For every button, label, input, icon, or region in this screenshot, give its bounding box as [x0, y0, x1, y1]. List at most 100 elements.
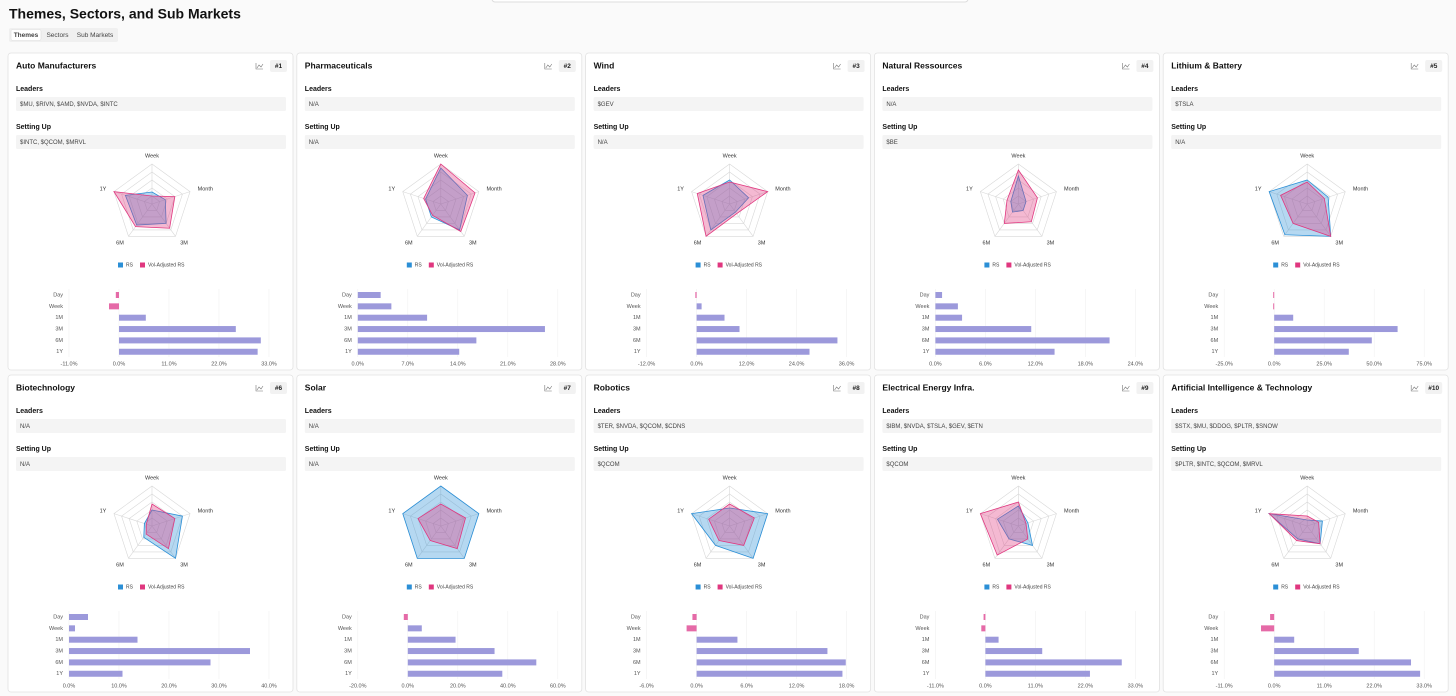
- y-tick-label: 1M: [344, 315, 352, 321]
- radar-ring: [721, 195, 738, 211]
- radar-ring: [113, 485, 191, 559]
- card-bg: [874, 374, 1160, 693]
- theme-card: Electrical Energy Infra. #9 Leaders $IBM, $…: [874, 374, 1160, 693]
- section-label: Leaders: [16, 408, 43, 415]
- x-tick-label: 22.0%: [211, 361, 227, 367]
- radar-ring: [1276, 171, 1338, 231]
- y-tick-label: Day: [631, 292, 641, 298]
- chart-icon[interactable]: [1410, 63, 1419, 70]
- x-tick-label: 22.0%: [1366, 683, 1382, 689]
- legend-label: Vol-Adjusted RS: [437, 263, 474, 269]
- x-tick-label: 0.0%: [113, 361, 126, 367]
- chart-icon[interactable]: [544, 385, 552, 392]
- legend-swatch: [118, 262, 123, 268]
- radar-spoke: [440, 191, 479, 205]
- legend-label: RS: [704, 263, 712, 269]
- bar: [115, 292, 119, 298]
- x-tick-label: 6.0%: [979, 361, 992, 367]
- tab[interactable]: Themes: [14, 32, 39, 39]
- bar: [695, 292, 697, 298]
- section-value: $GEV: [598, 102, 614, 108]
- bar: [935, 303, 958, 310]
- y-tick-label: Week: [338, 304, 352, 310]
- chart-icon[interactable]: [833, 63, 841, 70]
- card-bg: [1162, 374, 1449, 693]
- page-title: Themes, Sectors, and Sub Markets: [9, 6, 241, 22]
- radar-ring: [995, 179, 1042, 224]
- radar-spoke: [1018, 525, 1043, 559]
- radar-axis-label: 1Y: [100, 509, 107, 515]
- bar: [935, 337, 1110, 344]
- y-tick-label: Day: [342, 292, 352, 298]
- radar-ring: [425, 509, 457, 540]
- x-tick-label: 0.0%: [929, 361, 942, 367]
- rank: #9: [1141, 385, 1149, 392]
- radar-axis-label: 6M: [983, 562, 991, 568]
- x-tick-label: -20.0%: [349, 683, 367, 689]
- search-box[interactable]: [491, 0, 969, 3]
- legend-swatch: [717, 262, 723, 268]
- x-tick-label: 33.0%: [1128, 683, 1144, 689]
- section-value: $MU, $RIVN, $AMD, $NVDA, $INTC: [20, 102, 118, 108]
- bar: [119, 326, 236, 333]
- theme-card: Auto Manufacturers #1 Leaders $MU, $RIVN, $…: [7, 52, 294, 371]
- chart-icon[interactable]: [833, 385, 841, 392]
- y-tick-label: 3M: [344, 327, 352, 333]
- radar-ring: [691, 163, 768, 237]
- y-tick-label: Day: [342, 614, 352, 620]
- radar-axis-label: 6M: [983, 240, 991, 246]
- radar-ring: [113, 163, 191, 237]
- section-box: [593, 457, 864, 471]
- legend-swatch: [1006, 584, 1012, 590]
- radar-axis-label: 6M: [116, 562, 124, 568]
- bar: [69, 659, 211, 666]
- chart-icon[interactable]: [1410, 385, 1419, 392]
- chart-icon[interactable]: [544, 63, 552, 70]
- chart-icon-line: [256, 63, 264, 69]
- chart-icon[interactable]: [1122, 385, 1130, 392]
- section-label: Setting Up: [16, 446, 51, 453]
- radar-spoke: [729, 513, 768, 527]
- x-tick-label: 0.0%: [690, 683, 703, 689]
- radar-spoke: [417, 203, 442, 237]
- radar-area: [423, 163, 476, 233]
- chart-icon-line: [834, 63, 841, 69]
- tab[interactable]: Sectors: [46, 32, 69, 39]
- rank-badge: [558, 382, 576, 394]
- section-value: N/A: [598, 140, 608, 146]
- section-box: [593, 419, 864, 433]
- chart-icon[interactable]: [1122, 63, 1130, 70]
- bar: [119, 337, 261, 344]
- bar: [1261, 625, 1275, 632]
- section-value: N/A: [309, 140, 319, 146]
- radar-spoke: [113, 513, 153, 527]
- card-title: Biotechnology: [16, 382, 75, 392]
- radar-axis-label: 1Y: [677, 187, 684, 193]
- chart-icon[interactable]: [255, 63, 263, 70]
- radar-spoke: [1307, 513, 1346, 527]
- rank: #2: [564, 63, 572, 70]
- section-box: [882, 97, 1153, 111]
- legend-label: Vol-Adjusted RS: [726, 263, 763, 269]
- tab[interactable]: Sub Markets: [77, 32, 114, 39]
- theme-card: Natural Ressources #4 Leaders N/A Setting Up…: [874, 52, 1160, 371]
- radar-area: [425, 167, 468, 231]
- tab-active: [10, 29, 42, 41]
- radar-axis-label: 1Y: [388, 187, 395, 193]
- card-title: Solar: [305, 382, 327, 392]
- section-box: [882, 135, 1153, 149]
- chart-icon[interactable]: [255, 385, 263, 392]
- x-tick-label: 24.0%: [1128, 361, 1144, 367]
- bar: [1274, 337, 1372, 344]
- legend-swatch: [1295, 584, 1301, 590]
- section-box: [304, 457, 575, 471]
- x-tick-label: -25.0%: [1215, 361, 1233, 367]
- radar-area: [1268, 179, 1332, 237]
- legend-label: RS: [1281, 263, 1289, 269]
- section-value: $BE: [886, 140, 897, 146]
- card-title: Robotics: [594, 382, 631, 392]
- chart-icon-line: [1411, 385, 1419, 391]
- radar-spoke: [402, 513, 441, 527]
- radar-area: [979, 501, 1029, 556]
- bar: [1274, 348, 1349, 355]
